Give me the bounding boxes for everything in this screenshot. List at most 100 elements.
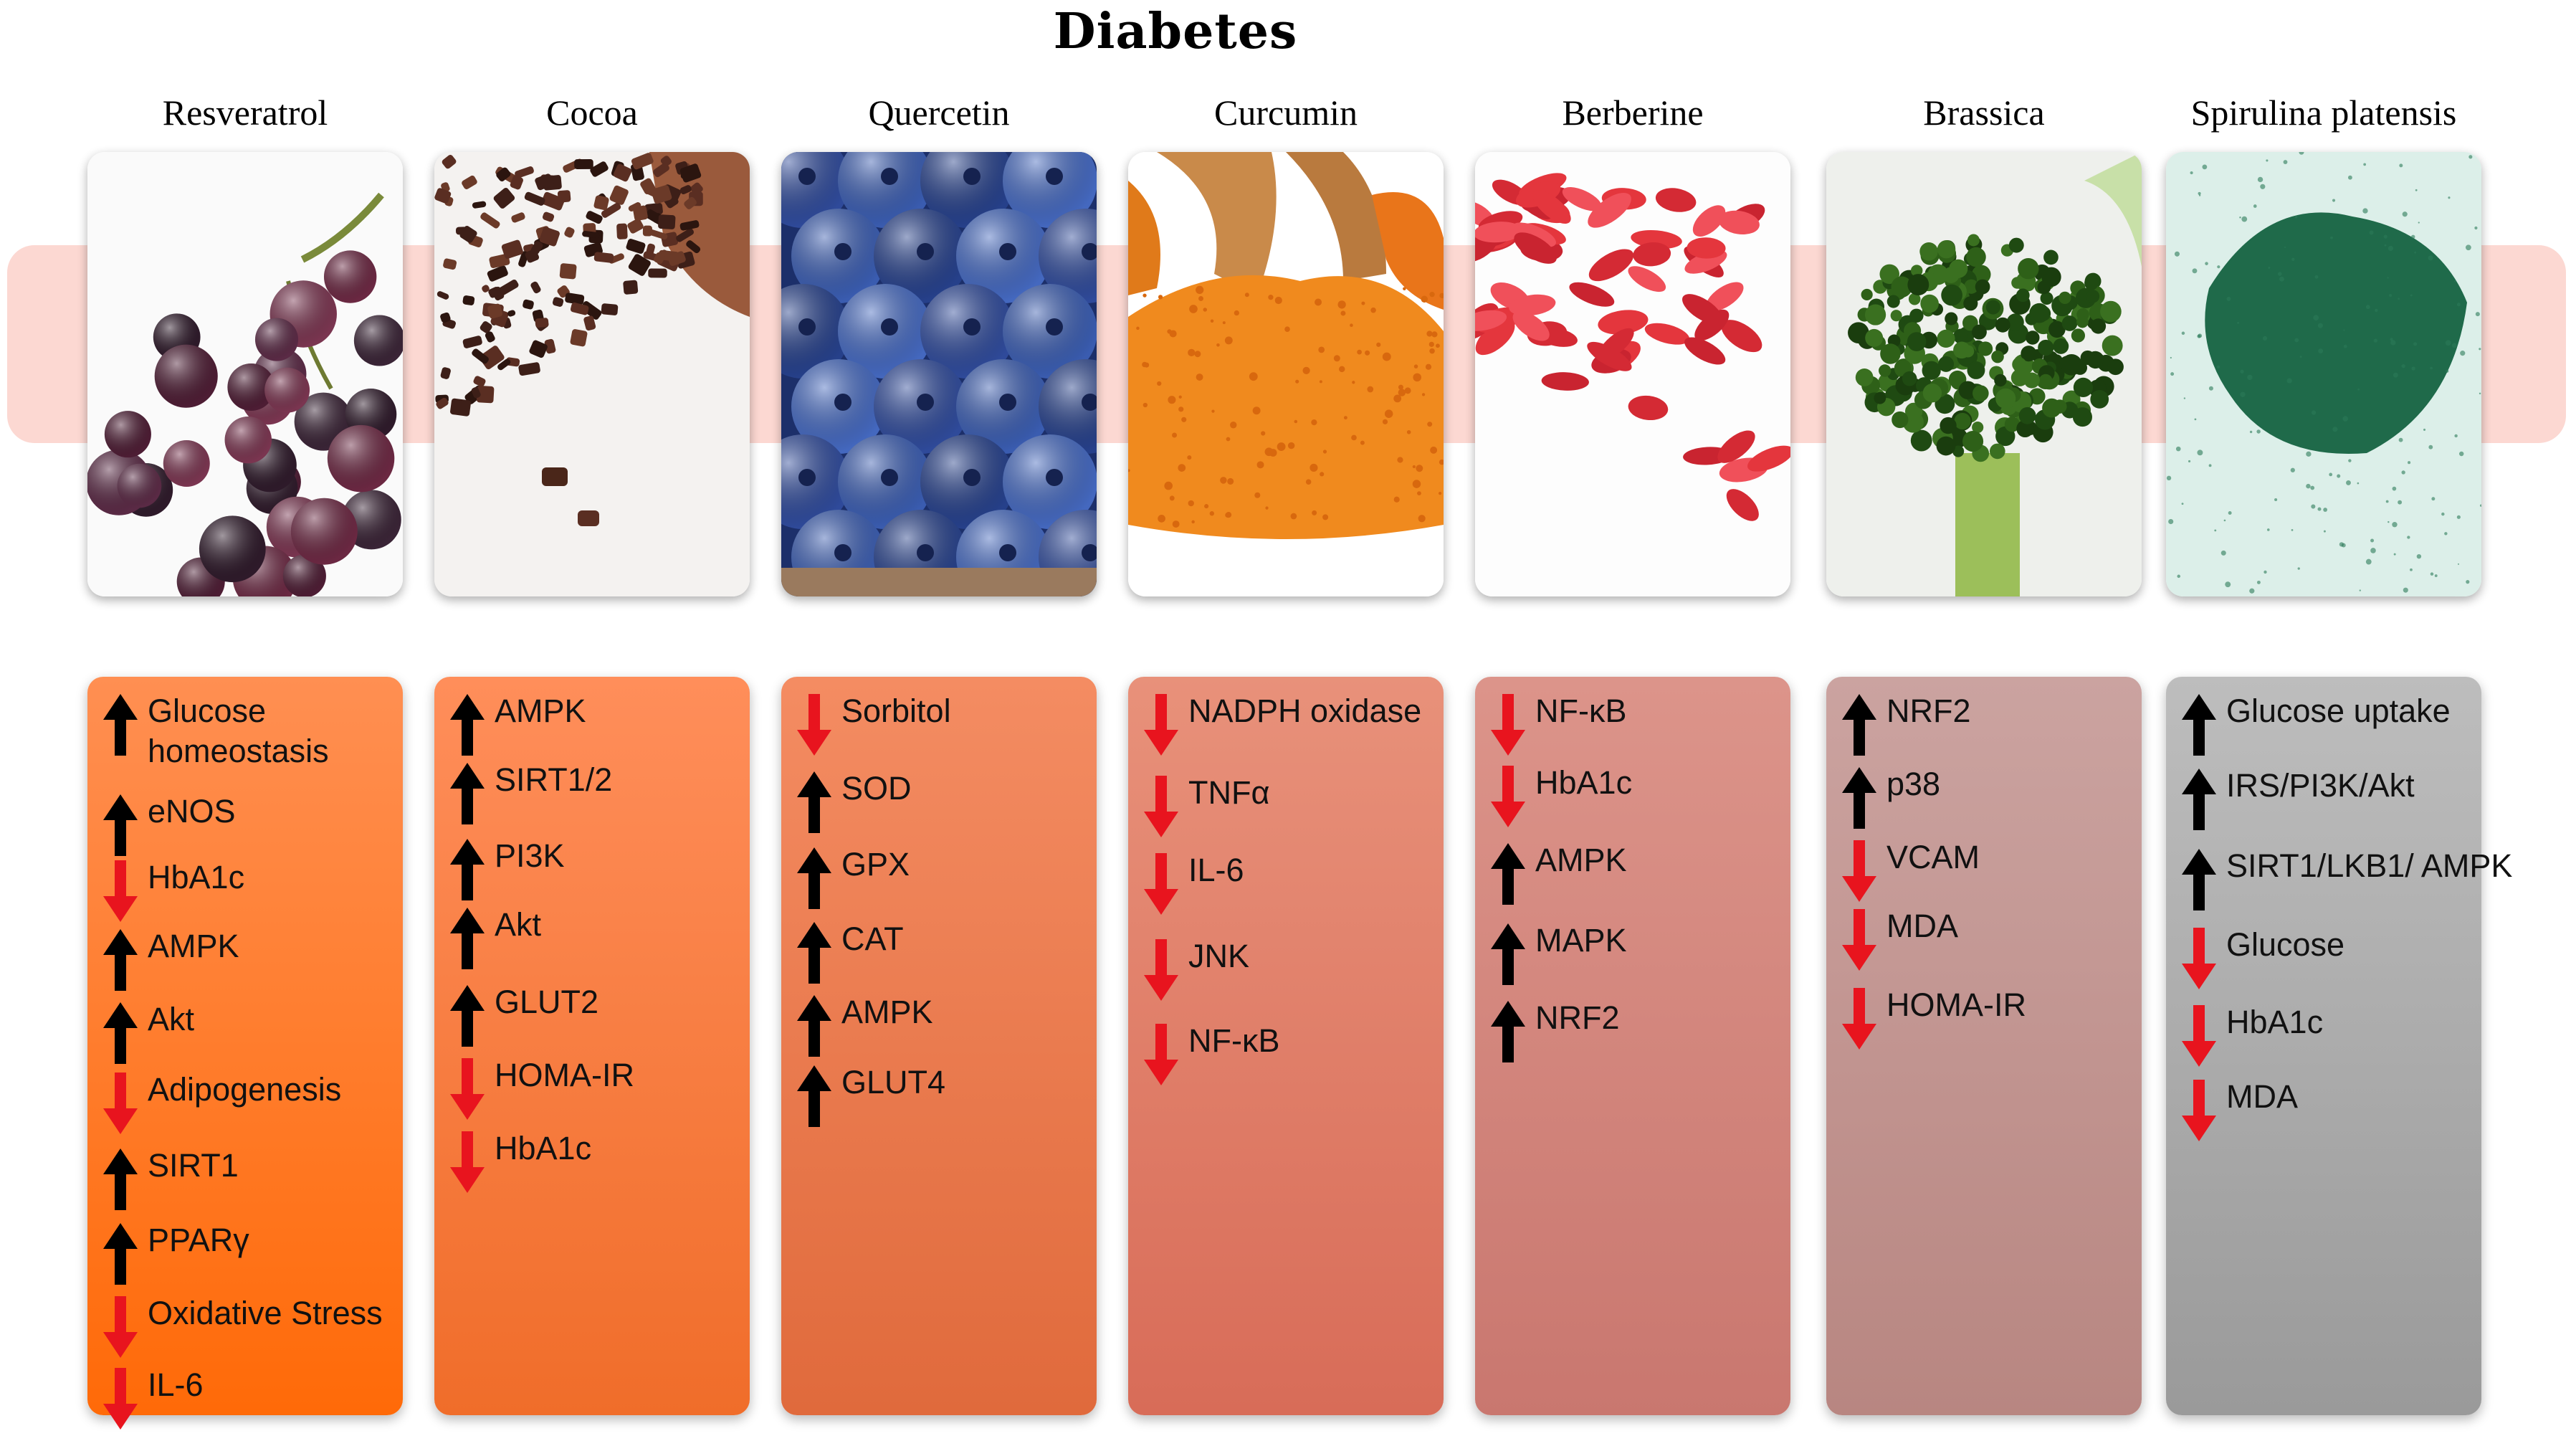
effect-item: HOMA-IR [444,1055,796,1120]
down-arrow-icon [2182,928,2216,989]
up-arrow-icon [103,1223,138,1285]
effect-item: Akt [97,999,449,1064]
up-arrow-icon [450,839,485,900]
effect-label: MAPK [1535,922,1627,959]
effect-label: SIRT1 [148,1147,239,1184]
effect-label: AMPK [1535,842,1627,878]
effect-label: PI3K [495,837,565,874]
column-title-5: Brassica [1923,92,2045,133]
up-arrow-icon [797,1065,831,1127]
effect-item: SIRT1/2 [444,760,796,824]
up-arrow-icon [103,929,138,991]
down-arrow-icon [2182,1005,2216,1067]
column-title-6: Spirulina platensis [2190,92,2457,133]
effect-label: NRF2 [1886,693,1971,729]
effect-item: GLUT2 [444,982,796,1047]
up-arrow-icon [450,694,485,756]
effect-label: IL-6 [1188,852,1244,888]
effect-item: MAPK [1485,921,1836,985]
turmeric-photo [1128,152,1444,596]
effect-item: Glucose [2176,925,2527,989]
effect-item: Glucose uptake [2176,691,2527,756]
column-title-1: Cocoa [546,92,638,133]
column-title-3: Curcumin [1214,92,1358,133]
effect-label: GLUT2 [495,984,599,1020]
effect-label: HbA1c [148,859,245,895]
effect-item: IRS/PI3K/Akt [2176,766,2527,830]
effect-label: AMPK [841,994,933,1030]
broccoli-photo [1826,152,2142,596]
figure-title: Diabetes [1053,3,1298,60]
grapes-photo [87,152,403,596]
effect-item: AMPK [791,992,1142,1057]
down-arrow-icon [1491,694,1525,756]
effect-label: NF-κB [1535,693,1627,729]
down-arrow-icon [1144,694,1178,756]
effect-item: NF-κB [1138,1021,1489,1085]
effects-panel-1: AMPK SIRT1/2 PI3K Akt GLUT2 HOMA-IR HbA1c [434,677,750,1415]
down-arrow-icon [103,860,138,922]
effect-item: Glucose homeostasis [97,691,449,771]
effect-item: AMPK [444,691,796,756]
effect-label: HOMA-IR [495,1057,634,1093]
effect-label: Sorbitol [841,693,951,729]
goji-berries-photo [1475,152,1790,596]
effect-item: MDA [1836,906,2188,971]
up-arrow-icon [1491,1001,1525,1062]
effect-label: AMPK [148,928,239,964]
effect-label: Oxidative Stress [148,1295,383,1331]
up-arrow-icon [1491,843,1525,905]
effect-item: p38 [1836,764,2188,829]
effect-label: HOMA-IR [1886,986,2026,1023]
cocoa-nibs-photo [434,152,750,596]
effect-item: PPARγ [97,1220,449,1285]
down-arrow-icon [450,1131,485,1193]
effect-item: AMPK [1485,840,1836,905]
column-title-4: Berberine [1562,92,1704,133]
up-arrow-icon [103,694,138,756]
effect-label: SOD [841,770,912,807]
effect-label: HbA1c [495,1130,592,1166]
effect-item: HOMA-IR [1836,985,2188,1050]
effect-item: HbA1c [444,1128,796,1193]
effect-item: Sorbitol [791,691,1142,756]
down-arrow-icon [1491,766,1525,827]
effect-label: Akt [495,906,542,943]
effects-panel-5: NRF2 p38 VCAM MDA HOMA-IR [1826,677,2142,1415]
effect-item: HbA1c [2176,1002,2527,1067]
effect-item: VCAM [1836,837,2188,902]
effect-label: PPARγ [148,1222,249,1258]
effect-item: JNK [1138,936,1489,1001]
down-arrow-icon [797,694,831,756]
effect-label: SIRT1/LKB1/ AMPK [2226,847,2513,884]
effect-item: NF-κB [1485,691,1836,756]
up-arrow-icon [1491,923,1525,985]
effect-item: AMPK [97,926,449,991]
effects-panel-3: NADPH oxidase TNFα IL-6 JNK NF-κB [1128,677,1444,1415]
effect-item: IL-6 [97,1365,449,1430]
blueberries-photo [781,152,1097,596]
up-arrow-icon [103,1148,138,1210]
up-arrow-icon [103,1002,138,1064]
effect-item: IL-6 [1138,850,1489,915]
up-arrow-icon [2182,694,2216,756]
effect-label: NRF2 [1535,999,1620,1036]
effect-item: Akt [444,905,796,969]
up-arrow-icon [2182,849,2216,910]
effect-item: NRF2 [1836,691,2188,756]
effect-label: Glucose homeostasis [148,693,329,769]
effect-label: SIRT1/2 [495,761,613,798]
effect-item: eNOS [97,791,449,856]
down-arrow-icon [1144,939,1178,1001]
effect-label: IRS/PI3K/Akt [2226,767,2415,804]
up-arrow-icon [797,771,831,833]
down-arrow-icon [103,1296,138,1358]
down-arrow-icon [1144,1024,1178,1085]
down-arrow-icon [103,1368,138,1430]
effect-label: CAT [841,921,904,957]
effect-item: GLUT4 [791,1062,1142,1127]
down-arrow-icon [1842,909,1876,971]
up-arrow-icon [103,794,138,856]
up-arrow-icon [1842,694,1876,756]
effect-item: GPX [791,845,1142,909]
